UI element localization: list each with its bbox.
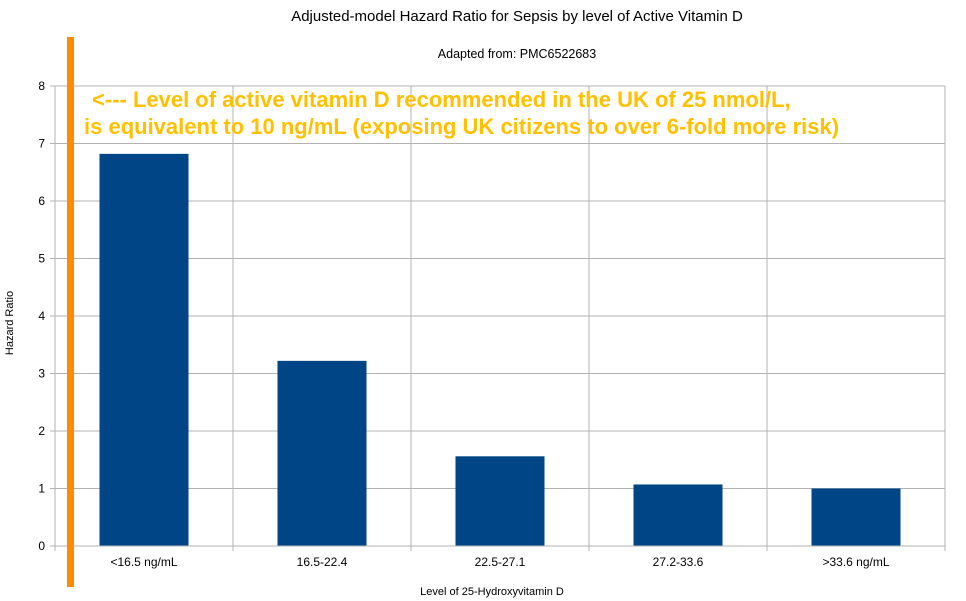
y-tick-label: 6	[38, 194, 45, 208]
bar	[277, 360, 367, 546]
y-tick-label: 0	[38, 539, 45, 553]
x-axis-label: Level of 25-Hydroxyvitamin D	[420, 586, 564, 598]
x-tick-label: >33.6 ng/mL	[822, 555, 889, 569]
bar	[99, 153, 189, 546]
y-tick-labels: 0 1 2 3 4 5 6 7 8	[38, 79, 45, 553]
x-tick-label: <16.5 ng/mL	[110, 555, 177, 569]
y-tick-label: 7	[38, 137, 45, 151]
bar	[811, 488, 901, 546]
gridlines	[54, 85, 946, 546]
axes	[50, 85, 946, 551]
y-tick-label: 5	[38, 252, 45, 266]
x-tick-label: 16.5-22.4	[297, 555, 348, 569]
annotation-text-line2: is equivalent to 10 ng/mL (exposing UK c…	[84, 114, 839, 139]
y-axis-label: Hazard Ratio	[4, 291, 16, 355]
x-tick-label: 22.5-27.1	[475, 555, 526, 569]
bar	[633, 484, 723, 546]
chart-subtitle: Adapted from: PMC6522683	[438, 47, 596, 61]
y-tick-label: 2	[38, 424, 45, 438]
chart-title: Adjusted-model Hazard Ratio for Sepsis b…	[291, 8, 743, 25]
y-tick-label: 4	[38, 309, 45, 323]
y-tick-label: 8	[38, 79, 45, 93]
x-tick-labels: <16.5 ng/mL 16.5-22.4 22.5-27.1 27.2-33.6 >3…	[110, 555, 889, 569]
bar	[455, 456, 545, 546]
annotation-text-line1: <--- Level of active vitamin D recommend…	[92, 87, 791, 112]
y-tick-label: 1	[38, 482, 45, 496]
y-tick-label: 3	[38, 367, 45, 381]
bars	[99, 153, 901, 546]
x-tick-label: 27.2-33.6	[653, 555, 704, 569]
annotation-vertical-line	[67, 37, 74, 587]
